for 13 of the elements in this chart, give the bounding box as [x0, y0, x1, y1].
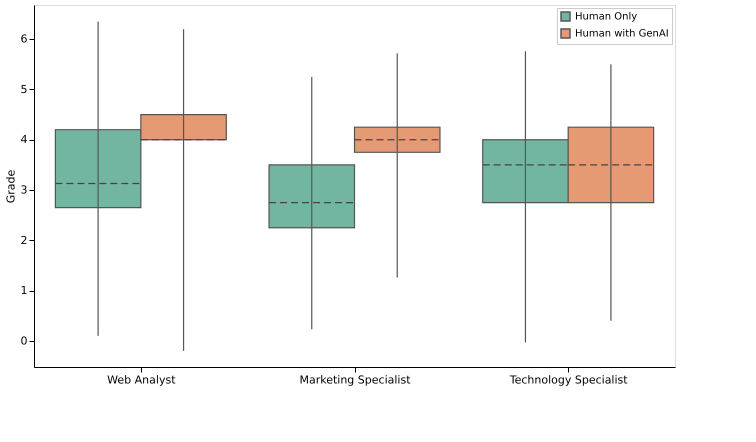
legend-label: Human with GenAI	[575, 28, 669, 40]
y-tick-label: 0	[20, 334, 28, 348]
y-tick-label: 2	[20, 234, 28, 247]
y-axis-title: Grade	[4, 170, 18, 204]
y-tick-label: 3	[20, 184, 28, 197]
x-tick-label: Technology Specialist	[508, 374, 628, 386]
y-tick-label: 1	[20, 284, 28, 298]
y-tick-label: 5	[20, 82, 28, 96]
x-tick-label: Web Analyst	[107, 374, 176, 386]
x-tick-label: Marketing Specialist	[299, 374, 412, 386]
y-tick-label: 4	[20, 133, 28, 146]
y-tick-label: 6	[20, 32, 28, 46]
legend-label: Human Only	[575, 12, 638, 22]
